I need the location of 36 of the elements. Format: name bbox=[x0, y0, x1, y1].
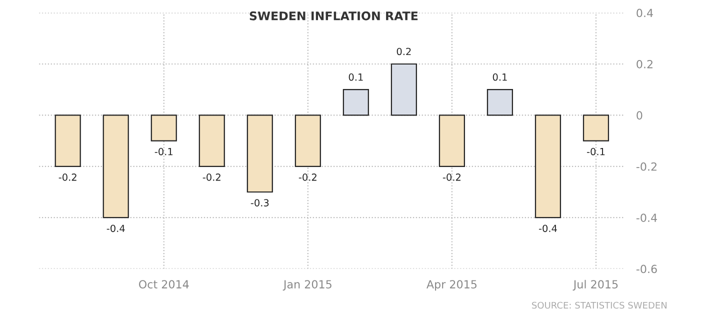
data-label: -0.4 bbox=[106, 224, 125, 232]
y-tick-label: 0.2 bbox=[636, 60, 652, 68]
x-tick-label: Jul 2015 bbox=[572, 280, 618, 291]
chart-title: SWEDEN INFLATION RATE bbox=[250, 11, 418, 20]
data-label: -0.2 bbox=[202, 174, 220, 181]
bar bbox=[102, 114, 129, 218]
bar bbox=[582, 114, 610, 142]
bar bbox=[54, 114, 81, 167]
bar bbox=[246, 114, 273, 193]
x-tick-label: Oct 2014 bbox=[138, 280, 189, 289]
data-label: -0.1 bbox=[586, 148, 605, 156]
data-label: -0.2 bbox=[298, 174, 316, 181]
y-tick-label: -0.2 bbox=[636, 162, 656, 171]
bar bbox=[294, 114, 321, 167]
data-label: -0.1 bbox=[154, 148, 172, 156]
bar bbox=[486, 89, 514, 116]
y-tick-label: 0 bbox=[636, 111, 642, 120]
x-tick-label: Jan 2015 bbox=[282, 280, 332, 291]
bar bbox=[438, 114, 465, 167]
bar bbox=[198, 114, 225, 167]
y-tick-label: 0.4 bbox=[636, 8, 653, 18]
bar bbox=[534, 114, 562, 218]
y-tick-label: -0.6 bbox=[636, 264, 657, 274]
data-label: -0.2 bbox=[442, 174, 460, 181]
data-label: -0.2 bbox=[58, 174, 76, 181]
data-label: -0.4 bbox=[538, 224, 557, 232]
data-label: 0.1 bbox=[492, 73, 507, 81]
source-note: SOURCE: STATISTICS SWEDEN bbox=[532, 302, 667, 309]
x-tick-label: Apr 2015 bbox=[426, 280, 476, 291]
bar bbox=[150, 114, 177, 142]
bar bbox=[342, 89, 369, 116]
data-label: 0.2 bbox=[396, 48, 411, 56]
y-tick-label: -0.4 bbox=[636, 214, 657, 222]
data-label: 0.1 bbox=[348, 73, 363, 81]
bar bbox=[390, 63, 417, 116]
data-label: -0.3 bbox=[250, 199, 269, 206]
